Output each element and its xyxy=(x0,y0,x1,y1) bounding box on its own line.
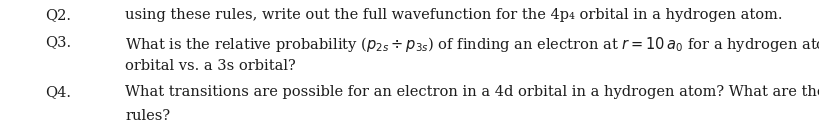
Text: What is the relative probability ($p_{2s} \div p_{3s}$) of finding an electron a: What is the relative probability ($p_{2s… xyxy=(124,35,819,54)
Text: Q3.: Q3. xyxy=(45,35,71,49)
Text: orbital vs. a 3s orbital?: orbital vs. a 3s orbital? xyxy=(124,59,296,73)
Text: using these rules, write out the full wavefunction for the 4p₄ orbital in a hydr: using these rules, write out the full wa… xyxy=(124,8,781,22)
Text: Q4.: Q4. xyxy=(45,85,71,99)
Text: Q2.: Q2. xyxy=(45,8,71,22)
Text: What transitions are possible for an electron in a 4d orbital in a hydrogen atom: What transitions are possible for an ele… xyxy=(124,85,819,99)
Text: rules?: rules? xyxy=(124,109,170,123)
